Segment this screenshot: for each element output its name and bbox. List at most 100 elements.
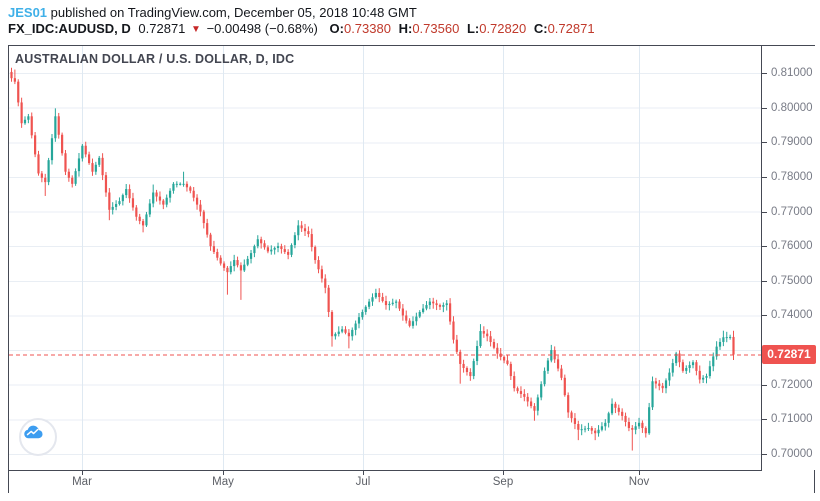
x-tick-mark [363, 471, 364, 475]
y-tick-label: 0.79000 [771, 136, 813, 149]
change-value: −0.00498 (−0.68%) [206, 21, 318, 36]
open-label: O: [329, 21, 344, 36]
candle [411, 316, 415, 329]
y-tick-label: 0.71000 [771, 413, 813, 426]
candle [243, 259, 246, 273]
candle [162, 199, 165, 210]
y-tick-mark [762, 419, 767, 420]
candle [685, 365, 688, 375]
candle [125, 184, 128, 199]
y-tick-label: 0.77000 [771, 205, 813, 218]
candle [634, 422, 637, 435]
candle [425, 301, 428, 311]
candle [212, 240, 216, 254]
y-tick-label: 0.78000 [771, 170, 813, 183]
candle [577, 420, 580, 441]
candle [351, 327, 354, 341]
candle [347, 329, 350, 349]
candle [661, 382, 664, 393]
chart-widget: AUSTRALIAN DOLLAR / U.S. DOLLAR, D, IDC … [8, 45, 816, 493]
candle [209, 232, 212, 251]
candle [702, 375, 705, 384]
candle [648, 402, 651, 435]
close-label: C: [533, 21, 548, 36]
candle [644, 426, 647, 438]
candle [681, 359, 684, 373]
gridlines [9, 46, 761, 470]
candle [94, 161, 97, 175]
candle [560, 364, 563, 381]
candle [486, 329, 489, 342]
candle [77, 152, 81, 177]
price-axis[interactable]: 0.72871 0.81000 0.80000 0.79000 0.78000 0.77… [762, 46, 816, 470]
candlestick-series [10, 67, 735, 451]
candle [405, 310, 408, 324]
candle [391, 298, 394, 306]
candle [489, 330, 492, 347]
candle [597, 425, 600, 437]
candle [472, 358, 475, 380]
candle [631, 425, 634, 451]
candle [341, 326, 344, 334]
candle [54, 108, 57, 142]
candle [155, 189, 158, 202]
candle [529, 397, 533, 409]
candle [435, 299, 438, 311]
candle [20, 97, 23, 128]
candle [216, 248, 219, 261]
candle [253, 244, 256, 258]
candle [607, 411, 610, 428]
candle [374, 288, 377, 299]
x-tick-label: May [212, 476, 234, 488]
candle [422, 304, 425, 314]
candle [378, 288, 381, 303]
candle [179, 182, 182, 186]
candle [432, 297, 435, 309]
candle [452, 316, 455, 344]
candle [357, 313, 361, 329]
candle [182, 171, 185, 187]
candle [344, 326, 347, 335]
tradingview-logo[interactable] [19, 418, 57, 456]
candle [361, 309, 364, 320]
candle [320, 265, 323, 283]
candle [111, 202, 114, 215]
candle [30, 112, 33, 139]
candle [621, 408, 624, 421]
time-axis[interactable]: Mar May Jul Sep Nov [9, 471, 814, 493]
candle [317, 256, 320, 274]
candle [610, 398, 614, 416]
candle [469, 368, 472, 381]
candle [553, 346, 556, 363]
candle [718, 338, 722, 350]
candle [594, 427, 597, 441]
y-tick-mark [762, 108, 767, 109]
y-tick-mark [762, 454, 767, 455]
candle [570, 410, 573, 423]
candle [270, 245, 273, 255]
candle [219, 255, 222, 266]
candle [671, 358, 674, 377]
candle [580, 424, 583, 436]
candle [519, 386, 523, 399]
candle [108, 188, 111, 221]
candle [573, 413, 577, 430]
candle [152, 184, 155, 208]
plot-area[interactable]: AUSTRALIAN DOLLAR / U.S. DOLLAR, D, IDC [9, 46, 762, 471]
candle [10, 67, 13, 82]
x-tick-mark [639, 471, 640, 475]
last-price-flag: 0.72871 [762, 345, 816, 364]
candle [526, 393, 529, 407]
candle [654, 377, 658, 389]
y-tick-mark [762, 142, 767, 143]
candle [496, 343, 499, 359]
candle [158, 191, 162, 205]
y-tick-label: 0.75000 [771, 274, 813, 287]
candle [641, 420, 644, 433]
y-tick-mark [762, 177, 767, 178]
candle [506, 355, 509, 366]
candle [708, 360, 711, 379]
y-tick-mark [762, 212, 767, 213]
candle [516, 386, 519, 394]
candle [688, 361, 691, 373]
